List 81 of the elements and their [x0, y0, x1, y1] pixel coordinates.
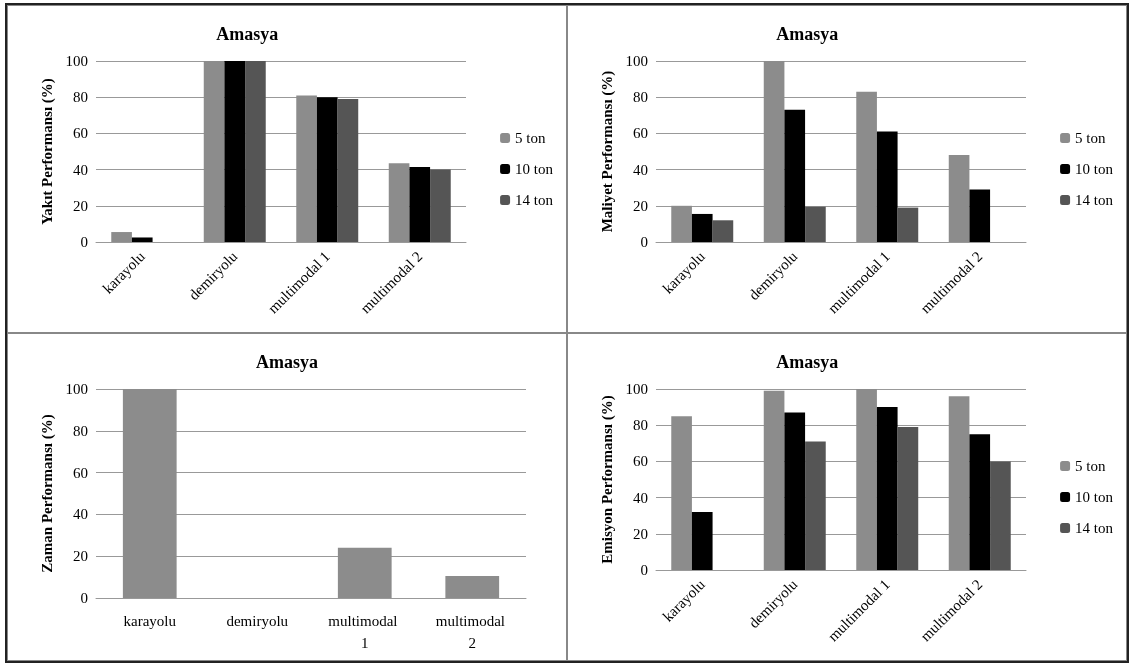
- bar: [316, 97, 338, 242]
- y-axis-title: Emisyon Performansı (%): [599, 395, 617, 564]
- bar: [445, 576, 500, 598]
- y-tick-label: 40: [73, 161, 88, 178]
- bar: [990, 461, 1011, 570]
- bar: [337, 547, 392, 598]
- y-tick-label: 0: [80, 590, 88, 606]
- y-tick-label: 20: [73, 548, 88, 565]
- legend-label: 5 ton: [515, 130, 546, 146]
- bar: [897, 427, 919, 570]
- bar: [671, 205, 692, 242]
- y-tick-label: 60: [73, 464, 88, 481]
- y-axis-title: Maliyet Performansı (%): [599, 70, 617, 233]
- bar: [948, 396, 970, 570]
- bar: [691, 512, 713, 570]
- x-tick-label: multimodal 1: [328, 613, 402, 651]
- y-tick-label: 80: [633, 417, 648, 434]
- legend-label: 10 ton: [1075, 161, 1114, 177]
- legend-label: 10 ton: [1075, 489, 1114, 505]
- bar: [203, 61, 225, 242]
- y-tick-label: 40: [73, 506, 88, 523]
- bar: [805, 441, 826, 570]
- bar: [763, 61, 785, 242]
- legend-label: 5 ton: [1075, 130, 1106, 146]
- y-tick-label: 100: [65, 381, 88, 397]
- x-tick-label: demiryolu: [226, 613, 289, 629]
- bar: [856, 389, 877, 570]
- y-tick-label: 80: [633, 89, 648, 106]
- y-tick-label: 60: [633, 125, 648, 142]
- chart-title: Amasya: [776, 24, 839, 44]
- bar: [691, 213, 713, 242]
- legend-label: 14 ton: [515, 192, 554, 208]
- bar: [948, 155, 970, 242]
- bar: [856, 91, 877, 242]
- bar: [969, 434, 991, 570]
- y-tick-label: 20: [633, 197, 648, 214]
- legend-label: 14 ton: [1075, 192, 1114, 208]
- y-tick-label: 0: [640, 234, 648, 250]
- bar: [876, 131, 898, 242]
- y-tick-label: 20: [633, 525, 648, 542]
- legend-label: 14 ton: [1075, 520, 1114, 536]
- bar: [409, 166, 431, 242]
- y-axis-title: Zaman Performansı (%): [39, 414, 57, 573]
- bar: [805, 206, 826, 242]
- x-tick-label: multimodal 2: [435, 613, 509, 651]
- bar: [388, 163, 410, 242]
- legend-label: 10 ton: [515, 161, 554, 177]
- bar: [430, 169, 451, 242]
- bar: [296, 95, 317, 242]
- y-tick-label: 100: [625, 53, 648, 69]
- bar: [245, 61, 266, 242]
- chart-title: Amasya: [256, 352, 318, 372]
- chart-title: Amasya: [776, 352, 839, 372]
- y-tick-label: 60: [73, 125, 88, 142]
- y-tick-label: 100: [65, 53, 88, 69]
- bar: [122, 389, 177, 598]
- bar: [897, 207, 919, 242]
- bar: [969, 189, 991, 242]
- y-tick-label: 60: [633, 453, 648, 470]
- y-tick-label: 100: [625, 381, 648, 397]
- y-tick-label: 20: [73, 197, 88, 214]
- bar: [337, 99, 359, 242]
- y-tick-label: 80: [73, 422, 88, 439]
- bar: [784, 412, 806, 570]
- legend-label: 5 ton: [1075, 458, 1106, 474]
- bar: [876, 407, 898, 570]
- y-tick-label: 0: [80, 234, 88, 250]
- bar: [712, 220, 734, 242]
- y-tick-label: 40: [633, 161, 648, 178]
- bar: [131, 237, 153, 242]
- bar: [224, 61, 246, 242]
- bar: [111, 232, 132, 242]
- y-tick-label: 40: [633, 489, 648, 506]
- bar: [784, 109, 806, 242]
- y-tick-label: 0: [640, 562, 648, 578]
- bar: [671, 416, 692, 570]
- y-axis-title: Yakıt Performansı (%): [39, 78, 57, 225]
- y-tick-label: 80: [73, 89, 88, 106]
- x-tick-label: karayolu: [123, 613, 177, 629]
- bar: [763, 390, 785, 570]
- chart-title: Amasya: [216, 24, 279, 44]
